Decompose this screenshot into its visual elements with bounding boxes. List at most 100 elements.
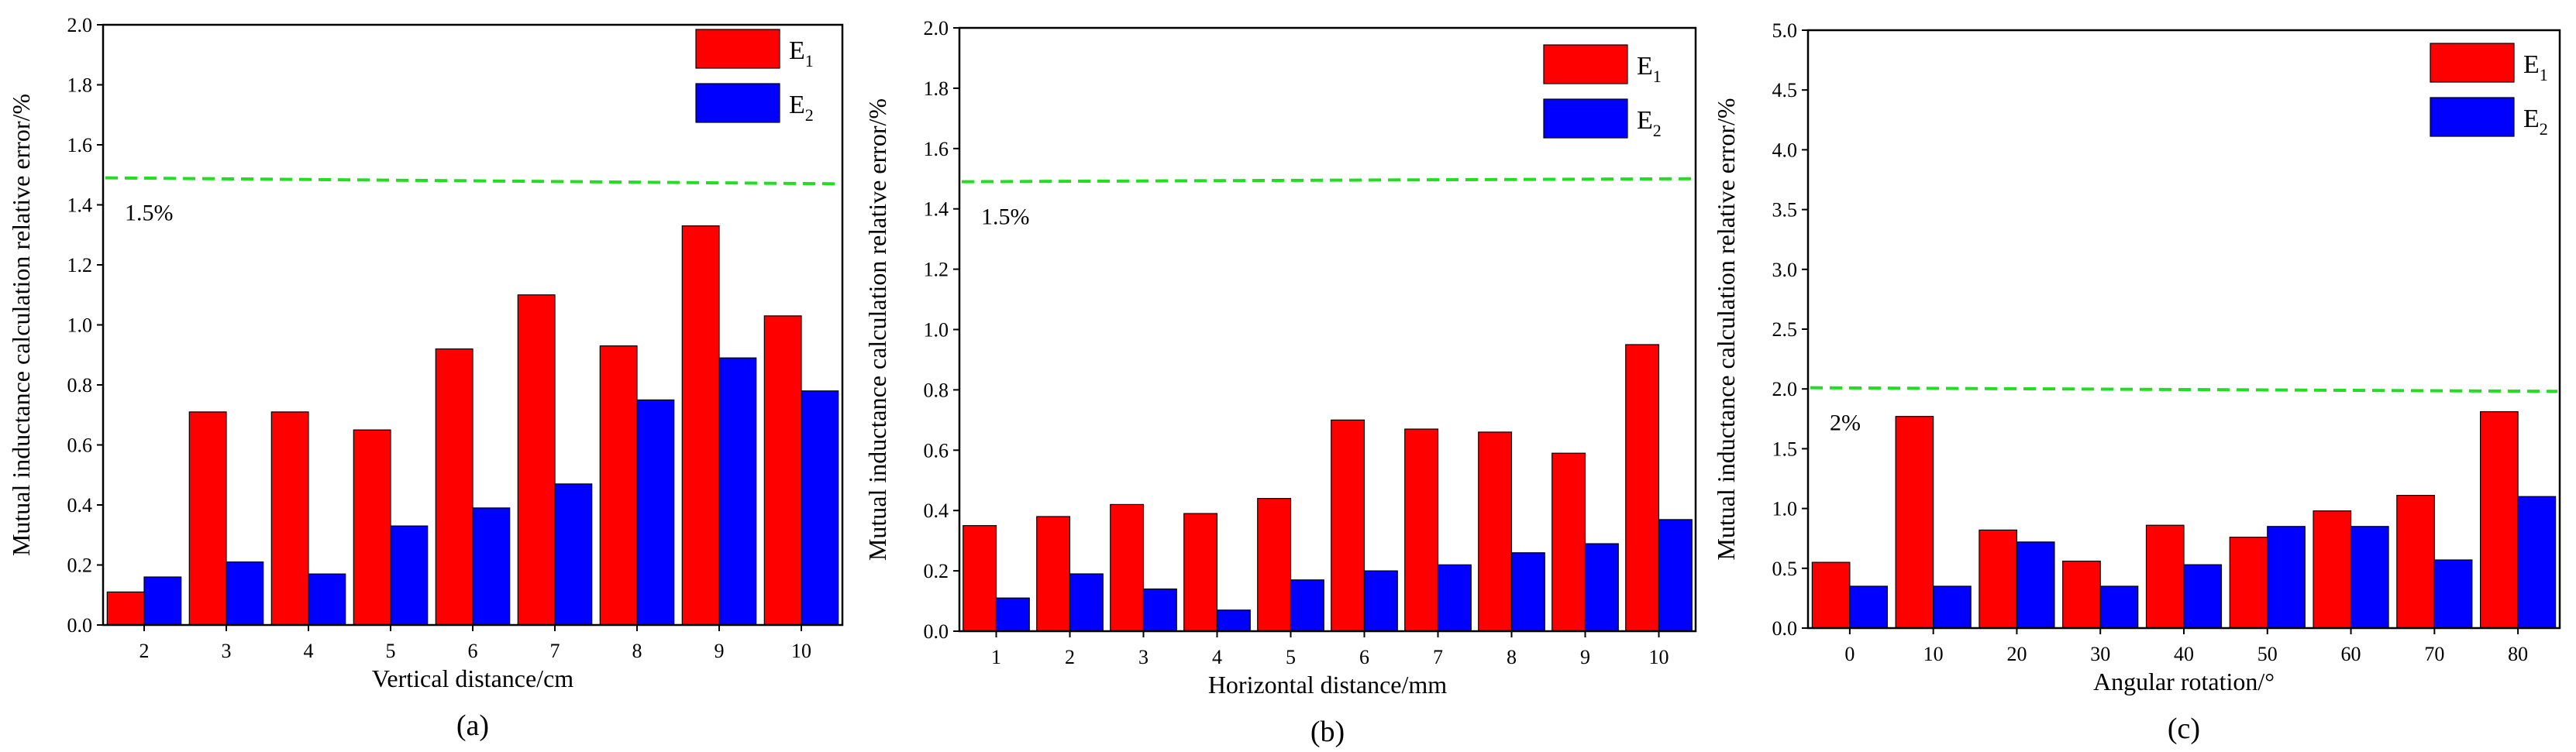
bar-e2-5 bbox=[1290, 579, 1324, 632]
y-tick-label: 5.0 bbox=[1772, 19, 1798, 42]
y-tick-label: 4.0 bbox=[1772, 139, 1798, 161]
bar-e2-8 bbox=[636, 399, 675, 626]
legend-swatch-e2 bbox=[695, 83, 780, 123]
y-tick-label: 0.0 bbox=[67, 614, 93, 637]
y-axis-label: Mutual inductance calculation relative e… bbox=[1712, 98, 1740, 560]
y-tick-label: 0.6 bbox=[924, 439, 949, 462]
x-tick-label: 2 bbox=[1065, 646, 1075, 668]
y-tick-label: 1.5 bbox=[1772, 438, 1798, 460]
bar-e2-4 bbox=[308, 573, 346, 626]
chart-panel-1: 2 3 4 5 6 7 8 9 10 1.5% 0.0 0.2 0.4 0.6 0.8 1.0 1.2 1.4 1.… bbox=[7, 14, 844, 742]
x-tick-label: 3 bbox=[1138, 646, 1149, 668]
bar-e2-20 bbox=[2016, 541, 2055, 629]
legend-label-e2: E2 bbox=[1637, 106, 1662, 140]
x-tick-label: 10 bbox=[1923, 643, 1944, 665]
bar-e1-9 bbox=[681, 225, 720, 626]
x-tick-label: 9 bbox=[1580, 646, 1590, 668]
y-tick-label: 0.8 bbox=[924, 379, 949, 401]
bar-e2-6 bbox=[1363, 570, 1398, 632]
y-tick-label: 0.2 bbox=[924, 560, 949, 582]
bar-e1-7 bbox=[517, 294, 556, 626]
bar-e1-5 bbox=[1257, 498, 1292, 632]
bar-e2-10 bbox=[1658, 519, 1693, 632]
y-tick-label: 0.5 bbox=[1772, 558, 1798, 580]
legend-label-e2: E2 bbox=[789, 91, 814, 125]
x-tick-label: 70 bbox=[2424, 643, 2444, 665]
y-tick-label: 0.0 bbox=[1772, 617, 1798, 640]
x-tick-label: 4 bbox=[304, 640, 314, 662]
y-tick-label: 1.0 bbox=[67, 314, 93, 337]
bar-e1-4 bbox=[270, 411, 309, 626]
reference-line-label: 2% bbox=[1830, 410, 1861, 436]
x-tick-label: 50 bbox=[2257, 643, 2278, 665]
x-tick-label: 8 bbox=[1507, 646, 1517, 668]
plot-frame bbox=[1806, 29, 2561, 630]
y-tick-label: 1.6 bbox=[924, 138, 949, 160]
x-tick-label: 10 bbox=[791, 640, 811, 662]
x-tick-label: 5 bbox=[1286, 646, 1296, 668]
x-axis-label: Vertical distance/cm bbox=[372, 664, 573, 692]
x-tick-label: 4 bbox=[1212, 646, 1222, 668]
y-tick-label: 0.6 bbox=[67, 434, 93, 457]
y-tick-label: 0.8 bbox=[67, 374, 93, 397]
chart-panel-2: 1 2 3 4 5 6 7 8 9 10 1.5% 0.0 0.2 0.4 0.6 0.8 1.0 1.2 1.4 1… bbox=[863, 17, 1697, 748]
bar-e1-8 bbox=[599, 345, 638, 626]
x-axis-label: Angular rotation/° bbox=[2093, 668, 2275, 695]
bar-e2-0 bbox=[1849, 585, 1888, 629]
y-axis-label: Mutual inductance calculation relative e… bbox=[863, 98, 891, 561]
y-tick-label: 2.0 bbox=[67, 14, 93, 36]
y-tick-label: 1.8 bbox=[67, 74, 93, 97]
legend-label-e1: E1 bbox=[2523, 50, 2548, 84]
bar-e1-5 bbox=[353, 429, 391, 626]
y-tick-label: 1.2 bbox=[924, 259, 949, 281]
bar-e2-3 bbox=[1142, 588, 1177, 632]
x-tick-label: 3 bbox=[222, 640, 232, 662]
bar-e1-70 bbox=[2396, 495, 2435, 629]
bar-e1-0 bbox=[1811, 561, 1851, 629]
bar-e2-40 bbox=[2183, 564, 2223, 629]
panel-label: (a) bbox=[456, 709, 489, 742]
x-tick-label: 0 bbox=[1844, 643, 1855, 665]
x-tick-label: 6 bbox=[468, 640, 478, 662]
y-tick-label: 1.4 bbox=[67, 194, 93, 217]
bar-e1-6 bbox=[435, 348, 474, 626]
legend-swatch-e2 bbox=[1543, 98, 1628, 139]
bar-e2-50 bbox=[2267, 526, 2306, 629]
x-tick-label: 30 bbox=[2090, 643, 2110, 665]
legend-swatch-e1 bbox=[2430, 43, 2515, 83]
plot-frame bbox=[958, 26, 1697, 633]
y-tick-label: 0.0 bbox=[924, 620, 949, 643]
x-tick-label: 6 bbox=[1359, 646, 1369, 668]
bar-e2-2 bbox=[143, 576, 182, 626]
bar-e1-6 bbox=[1331, 419, 1365, 632]
bar-e1-9 bbox=[1551, 452, 1586, 632]
y-tick-label: 1.0 bbox=[924, 319, 949, 342]
legend-swatch-e1 bbox=[1543, 44, 1628, 84]
x-tick-label: 5 bbox=[386, 640, 396, 662]
x-tick-label: 7 bbox=[550, 640, 560, 662]
panel-label: (c) bbox=[2168, 713, 2200, 745]
x-tick-label: 20 bbox=[2006, 643, 2027, 665]
bar-e1-20 bbox=[1978, 529, 2018, 629]
y-tick-label: 4.5 bbox=[1772, 79, 1798, 101]
y-tick-label: 2.0 bbox=[924, 17, 949, 39]
x-tick-label: 80 bbox=[2508, 643, 2528, 665]
bar-e1-40 bbox=[2145, 524, 2185, 629]
bar-e1-3 bbox=[188, 411, 227, 626]
bar-e1-2 bbox=[1036, 516, 1071, 632]
y-tick-label: 1.8 bbox=[924, 77, 949, 100]
y-axis-label: Mutual inductance calculation relative e… bbox=[7, 94, 35, 556]
legend-swatch-e2 bbox=[2430, 97, 2515, 137]
bar-e1-60 bbox=[2313, 510, 2352, 629]
bar-e2-2 bbox=[1069, 573, 1104, 632]
bar-e2-5 bbox=[390, 525, 429, 626]
legend-swatch-e1 bbox=[695, 29, 780, 69]
bar-e2-80 bbox=[2517, 496, 2557, 629]
reference-line bbox=[105, 176, 841, 186]
x-tick-label: 9 bbox=[715, 640, 725, 662]
bar-e2-9 bbox=[718, 357, 757, 626]
bar-e2-30 bbox=[2099, 585, 2139, 629]
bar-e1-4 bbox=[1183, 513, 1218, 632]
y-tick-label: 1.6 bbox=[67, 134, 93, 156]
